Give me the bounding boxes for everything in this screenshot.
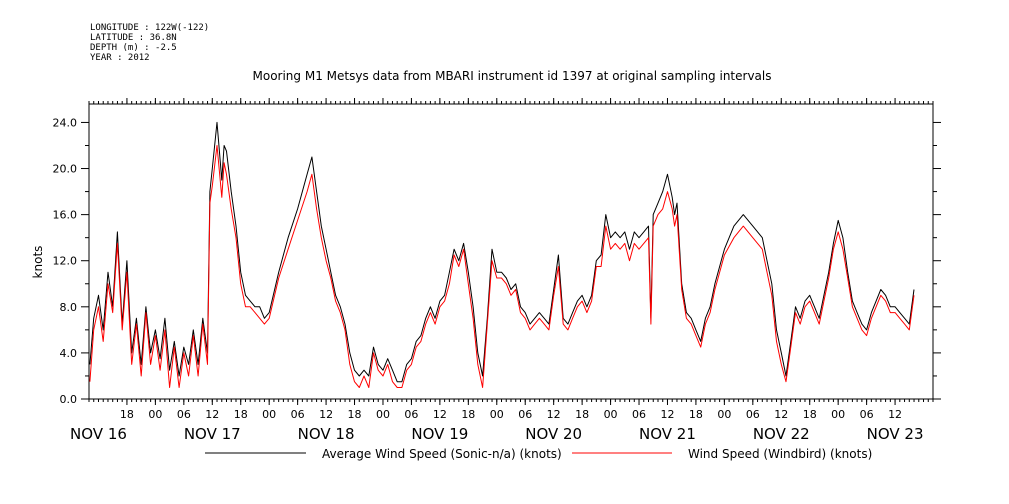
x-tick-label: 06 <box>518 408 532 421</box>
x-date-label: NOV 20 <box>525 425 582 443</box>
x-tick-label: 12 <box>433 408 447 421</box>
series-line-average-wind-speed <box>89 121 915 383</box>
x-tick-label: 00 <box>376 408 390 421</box>
x-tick-label: 06 <box>860 408 874 421</box>
header-longitude: LONGITUDE : 122W(-122) <box>90 23 209 33</box>
x-tick-label: 06 <box>404 408 418 421</box>
x-tick-label: 12 <box>205 408 219 421</box>
x-tick-label: 12 <box>319 408 333 421</box>
x-date-label: NOV 23 <box>867 425 924 443</box>
plot-frame <box>88 103 934 400</box>
y-tick-label: 4.0 <box>60 347 78 360</box>
legend-label-windbird: Wind Speed (Windbird) (knots) <box>688 447 872 461</box>
x-tick-label: 12 <box>774 408 788 421</box>
x-tick-label: 18 <box>461 408 475 421</box>
x-date-label: NOV 19 <box>411 425 468 443</box>
axis-labels: 18 00 06 12 18 00 06 12 18 00 06 12 18 00 06 12 18 00 06 12… <box>53 116 924 443</box>
x-tick-label: 18 <box>234 408 248 421</box>
x-tick-label: 06 <box>177 408 191 421</box>
x-date-label: NOV 22 <box>753 425 810 443</box>
x-tick-label: 18 <box>689 408 703 421</box>
y-tick-label: 8.0 <box>60 301 78 314</box>
x-tick-label: 18 <box>575 408 589 421</box>
header-info: LONGITUDE : 122W(-122) LATITUDE : 36.8N … <box>90 23 209 63</box>
x-tick-label: 00 <box>262 408 276 421</box>
x-tick-label: 12 <box>888 408 902 421</box>
header-latitude: LATITUDE : 36.8N <box>90 33 177 43</box>
x-tick-label: 00 <box>717 408 731 421</box>
legend: Average Wind Speed (Sonic-n/a) (knots) W… <box>205 447 872 461</box>
x-tick-label: 12 <box>660 408 674 421</box>
y-tick-label: 24.0 <box>53 116 78 129</box>
x-date-label: NOV 16 <box>70 425 127 443</box>
x-tick-label: 18 <box>803 408 817 421</box>
x-date-label: NOV 18 <box>298 425 355 443</box>
x-tick-label: 12 <box>547 408 561 421</box>
y-axis-label: knots <box>31 246 45 279</box>
x-tick-label: 00 <box>148 408 162 421</box>
y-tick-label: 12.0 <box>53 255 78 268</box>
x-tick-label: 18 <box>348 408 362 421</box>
y-tick-label: 0.0 <box>60 393 78 406</box>
header-depth: DEPTH (m) : -2.5 <box>90 43 177 53</box>
y-tick-label: 16.0 <box>53 209 78 222</box>
series-line-windbird-wind-speed <box>89 145 915 388</box>
legend-label-average: Average Wind Speed (Sonic-n/a) (knots) <box>322 447 562 461</box>
x-tick-label: 06 <box>291 408 305 421</box>
y-tick-label: 20.0 <box>53 163 78 176</box>
chart-title: Mooring M1 Metsys data from MBARI instru… <box>253 69 772 83</box>
x-tick-label: 06 <box>746 408 760 421</box>
x-date-label: NOV 21 <box>639 425 696 443</box>
x-date-label: NOV 17 <box>184 425 241 443</box>
x-tick-label: 06 <box>632 408 646 421</box>
data-series <box>89 121 915 388</box>
axis-ticks <box>81 98 941 405</box>
x-tick-label: 00 <box>831 408 845 421</box>
x-tick-label: 18 <box>120 408 134 421</box>
header-year: YEAR : 2012 <box>90 53 150 63</box>
x-tick-label: 00 <box>490 408 504 421</box>
x-tick-label: 00 <box>604 408 618 421</box>
